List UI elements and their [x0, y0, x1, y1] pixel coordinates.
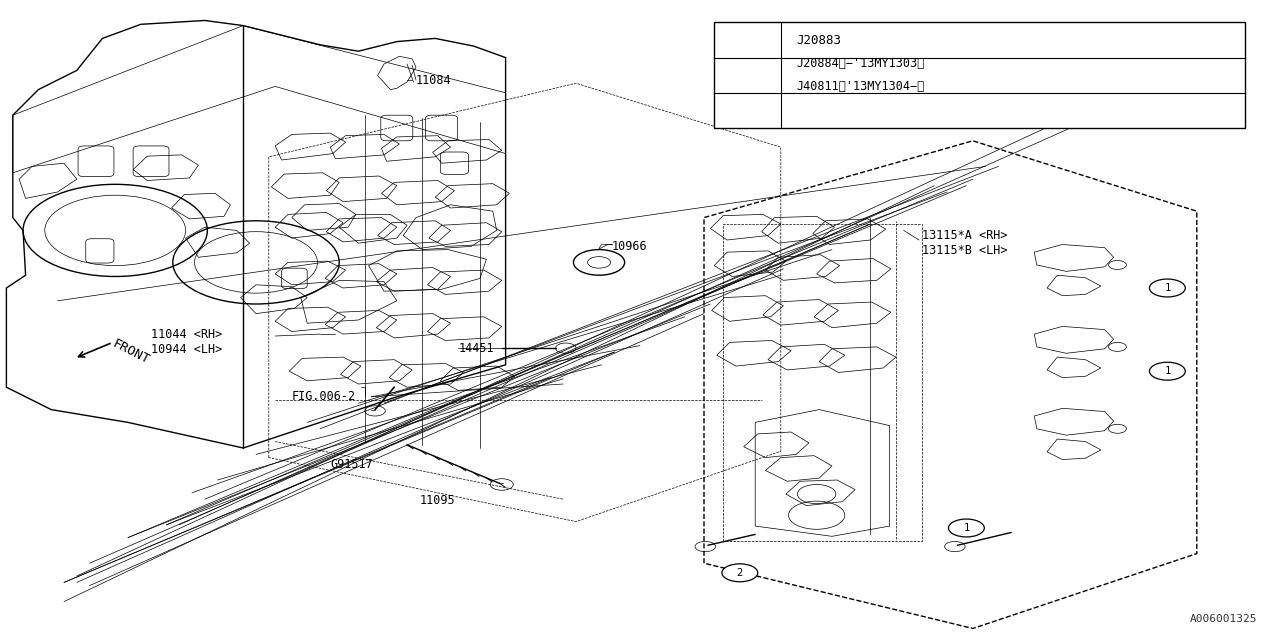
- Text: FRONT: FRONT: [110, 337, 151, 367]
- Text: 1: 1: [1165, 366, 1170, 376]
- Circle shape: [948, 519, 984, 537]
- Text: G91517: G91517: [330, 458, 372, 470]
- Circle shape: [1149, 279, 1185, 297]
- Text: 1: 1: [1165, 283, 1170, 293]
- Text: 1: 1: [964, 523, 969, 533]
- Text: 10966: 10966: [612, 240, 648, 253]
- Circle shape: [727, 65, 768, 86]
- Text: 2: 2: [744, 70, 751, 80]
- Text: 11044 <RH>
10944 <LH>: 11044 <RH> 10944 <LH>: [151, 328, 223, 356]
- Text: A006001325: A006001325: [1189, 614, 1257, 624]
- Text: J20883: J20883: [796, 33, 841, 47]
- Text: 13115*A <RH>
13115*B <LH>: 13115*A <RH> 13115*B <LH>: [922, 229, 1007, 257]
- Text: 14451: 14451: [458, 342, 494, 355]
- Bar: [714, 22, 1245, 128]
- Text: 11095: 11095: [420, 494, 456, 507]
- Text: 1: 1: [744, 35, 751, 45]
- Text: 11084: 11084: [416, 74, 452, 86]
- Circle shape: [727, 29, 768, 51]
- Circle shape: [1149, 362, 1185, 380]
- Text: J20884（−'13MY1303）: J20884（−'13MY1303）: [796, 58, 924, 70]
- Text: J40811（'13MY1304−）: J40811（'13MY1304−）: [796, 80, 924, 93]
- Text: 2: 2: [737, 568, 742, 578]
- Circle shape: [722, 564, 758, 582]
- Text: FIG.006-2: FIG.006-2: [292, 390, 356, 403]
